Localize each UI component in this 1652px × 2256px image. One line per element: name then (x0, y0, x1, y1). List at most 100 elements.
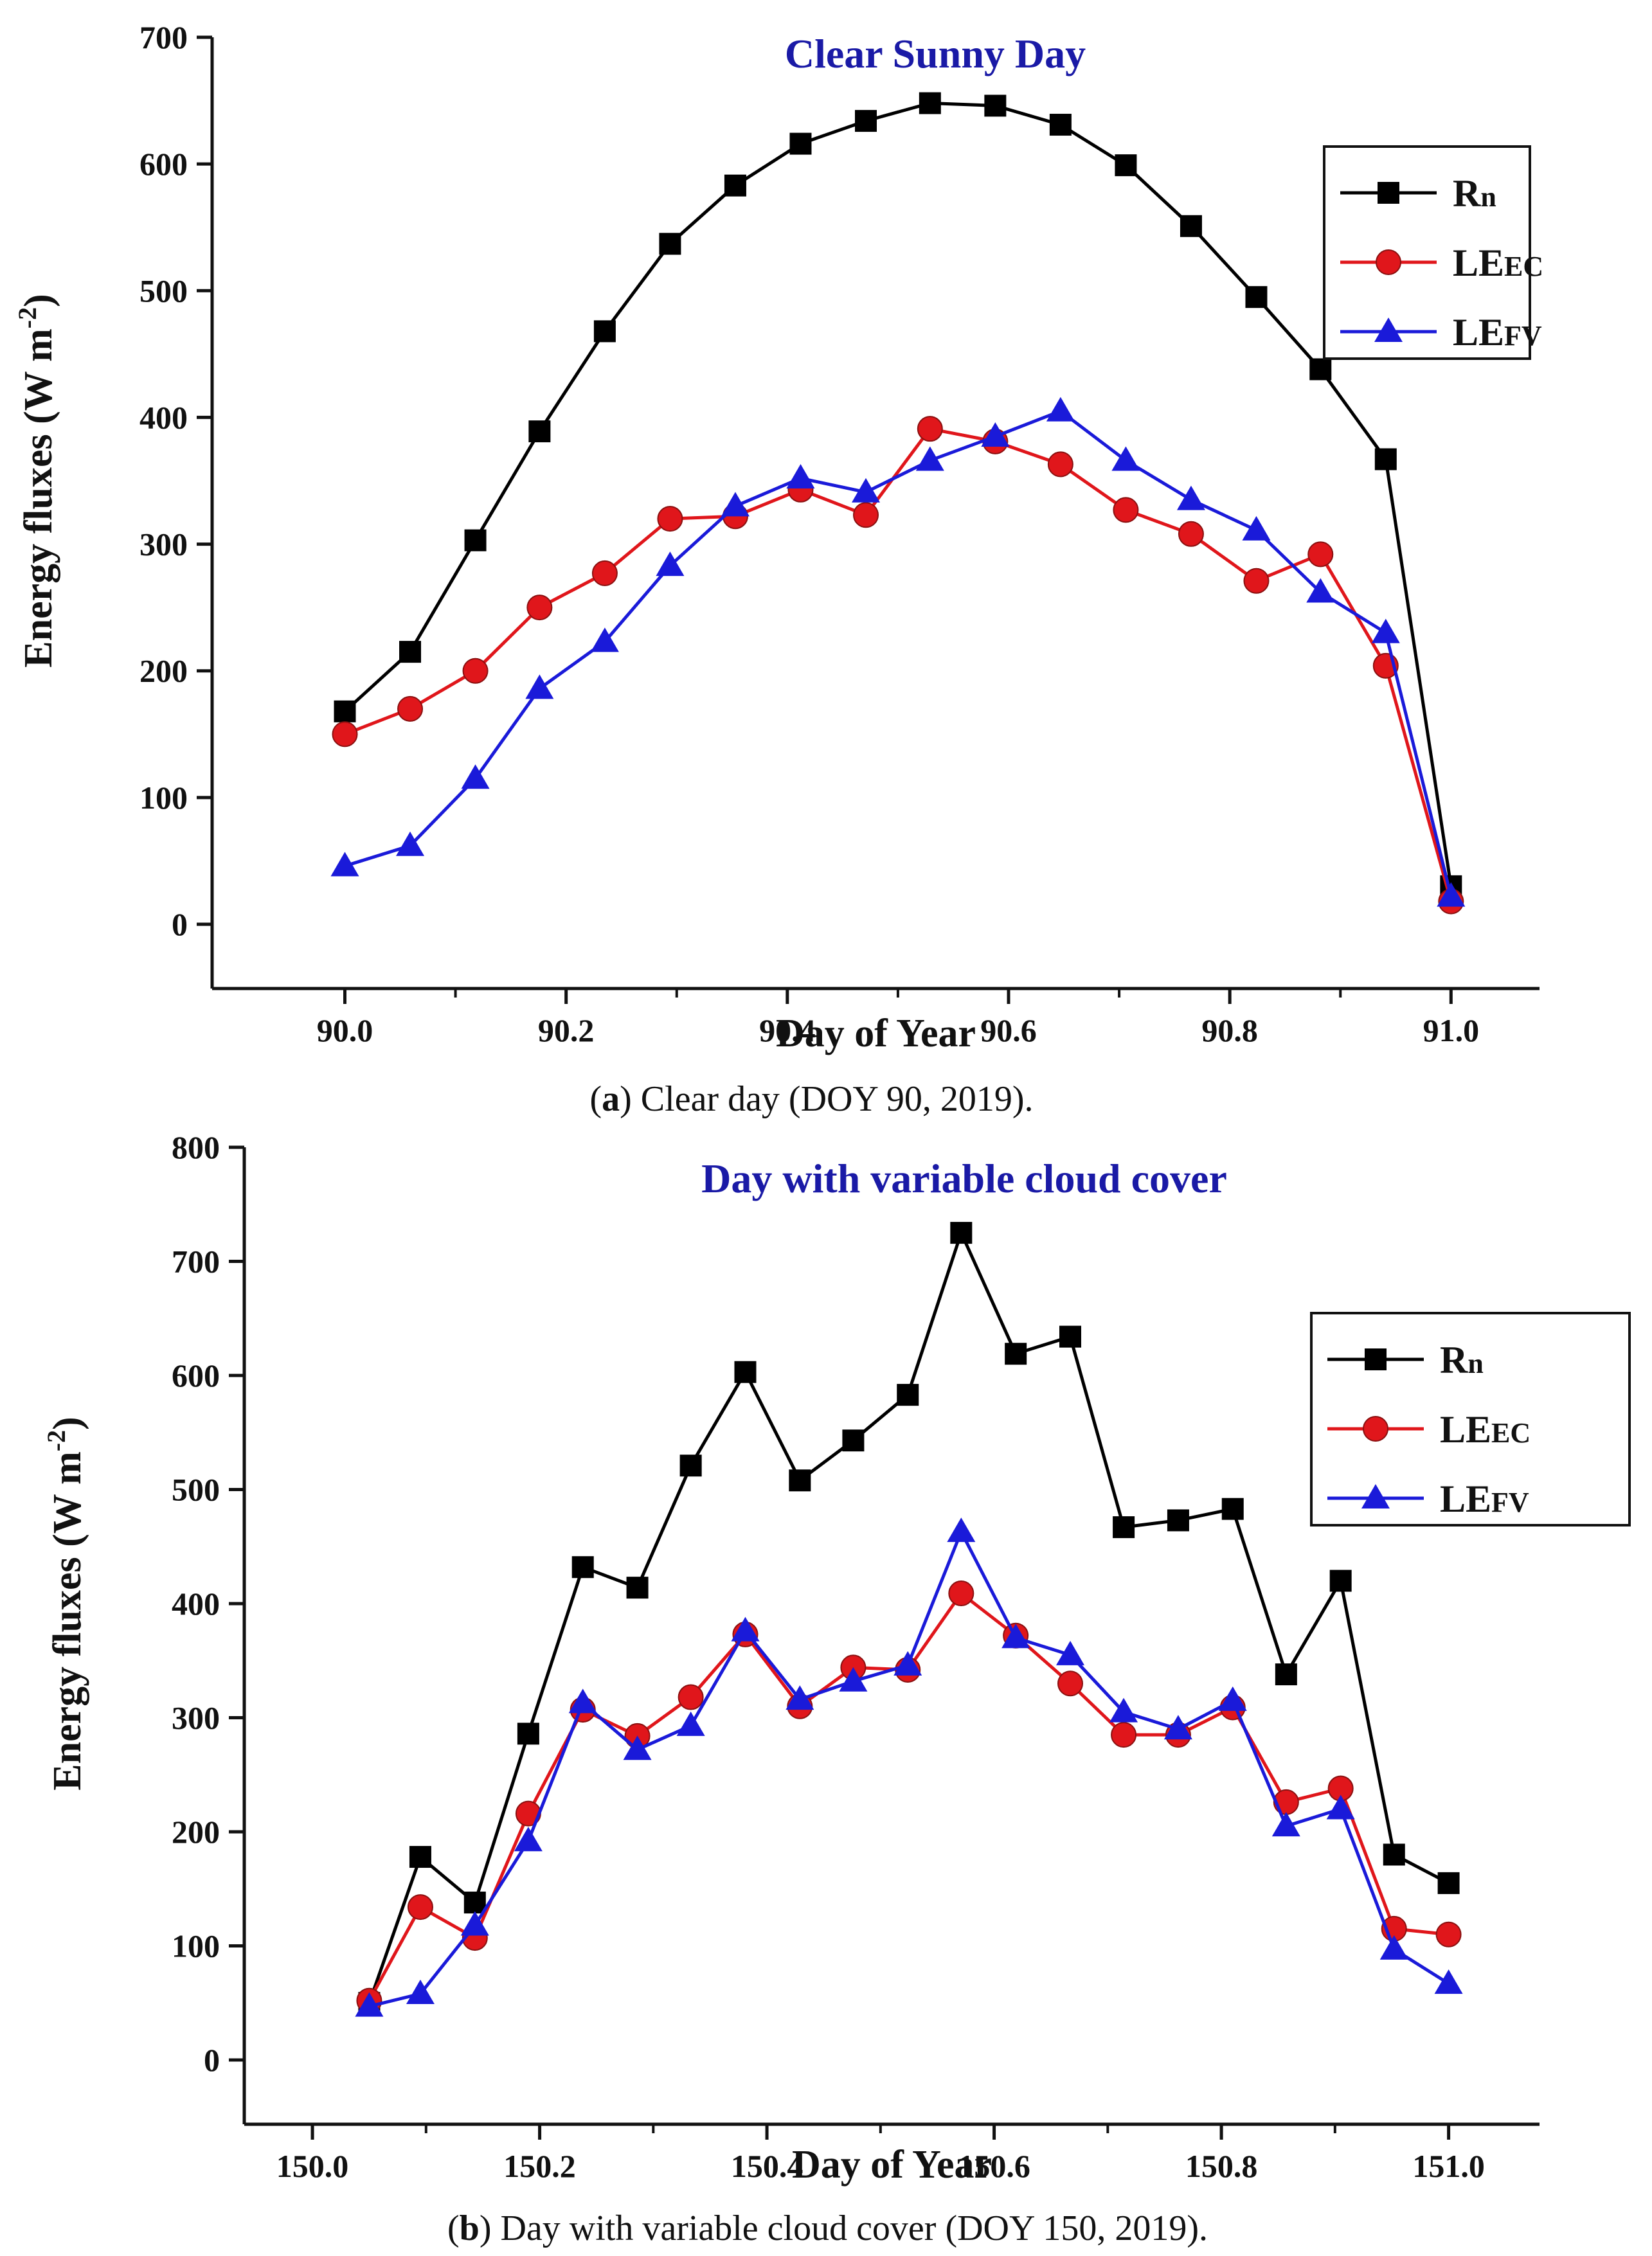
chartb-x-tick-label: 150.2 (503, 2148, 576, 2184)
charta-series-lefv-point (656, 551, 685, 577)
charta-series-rn-point (1245, 286, 1268, 309)
charta-series-rn-point (464, 529, 487, 551)
chartb-series-rn-point (789, 1469, 811, 1492)
charta-series-lefv-point (1306, 578, 1335, 603)
charta-series-lefv-point (1242, 515, 1271, 541)
charta-series-lefv-point (1437, 882, 1466, 907)
charta-series-lefv-point (786, 464, 815, 489)
chartb-x-axis-title: Day of Year (792, 2143, 992, 2187)
chartb-legend-item-lefv-label: LEFV (1440, 1478, 1529, 1520)
chartb-series-lefv-point (1434, 1969, 1463, 1994)
charta-series-leec-point (917, 416, 943, 442)
chartb-series-lefv-point (1109, 1697, 1138, 1723)
charta-x-axis-title: Day of Year (776, 1012, 976, 1055)
charta-series-rn-point (528, 420, 551, 443)
charta-y-tick-label: 300 (139, 526, 188, 562)
chartb-series-rn-point (679, 1455, 702, 1477)
chartb-series-lefv-line (368, 1530, 1450, 2009)
chartb-legend-item-rn-label: Rn (1440, 1339, 1484, 1381)
chartb-series-lefv-point (623, 1735, 652, 1760)
charta-y-axis-title: Energy fluxes (W m-2) (13, 294, 60, 668)
charta-y-tick-label: 100 (139, 780, 188, 816)
chartb-series-leec-point (407, 1894, 433, 1920)
charta-series-rn-point (1180, 215, 1202, 237)
charta-legend-item-leec-label-sub: EC (1504, 251, 1543, 282)
charta-series-lefv-point (590, 627, 619, 652)
chartb-series-lefv-point (406, 1980, 435, 2005)
chartb-caption: (b) Day with variable cloud cover (DOY 1… (447, 2208, 1208, 2248)
chartb-y-axis-title-close: ) (46, 1417, 89, 1430)
chartb-legend-item-rn-marker (1365, 1348, 1387, 1370)
chartb-y-tick-label: 800 (172, 1129, 220, 1165)
charta-series-leec-point (1047, 451, 1073, 478)
chartb-y-tick-label: 0 (204, 2042, 220, 2078)
chartb-x-tick-label: 150.0 (276, 2148, 349, 2184)
chartb-series-rn-point (1275, 1663, 1297, 1686)
charta-series-lefv-point (461, 764, 490, 789)
chartb-series-lefv-point (839, 1667, 868, 1692)
chartb-series-rn-point (1167, 1509, 1189, 1532)
charta-caption-prefix: ( (590, 1079, 602, 1119)
chartb-x-tick-label: 150.4 (731, 2148, 804, 2184)
charta-series-leec-point (1243, 568, 1270, 594)
charta-series-leec-point (332, 721, 358, 748)
chartb-series-rn-point (897, 1384, 919, 1406)
charta-legend-item-leec-label: LEEC (1453, 242, 1543, 284)
chartb-series-rn-point (842, 1429, 865, 1452)
charta-legend-item-rn-marker (1378, 182, 1399, 204)
charta-series-leec-point (1178, 521, 1204, 547)
charta-y-tick-label: 400 (139, 399, 188, 435)
chartb-legend-item-rn-label-main: R (1440, 1339, 1468, 1381)
charta-series-lefv-point (525, 674, 554, 699)
chartb-series-lefv-point (947, 1517, 976, 1543)
chartb-x-tick-label: 151.0 (1412, 2148, 1485, 2184)
charta-legend-item-lefv-label-sub: FV (1504, 320, 1542, 352)
charta-y-axis-title-sup: -2 (13, 307, 42, 328)
chartb-series-lefv-point (1326, 1795, 1355, 1820)
charta-series-lefv-line (344, 409, 1453, 897)
charta-legend-box (1323, 145, 1531, 360)
chartb-series-rn-point (1437, 1872, 1460, 1894)
chartb-series-leec-point (1111, 1722, 1137, 1748)
chartb-y-tick-label: 400 (172, 1586, 220, 1622)
chartb-legend-item-leec-label-main: LE (1440, 1408, 1491, 1451)
charta-series-lefv-point (981, 422, 1010, 447)
charta-legend-item-lefv-label-main: LE (1453, 311, 1504, 354)
chartb-series-rn-point (1005, 1343, 1027, 1365)
charta-y-tick-label: 0 (172, 906, 188, 942)
chartb-series-rn-point (517, 1723, 539, 1745)
chartb-x-tick-label: 150.8 (1185, 2148, 1258, 2184)
charta-legend: Rn LEEC LEFV (1323, 145, 1543, 360)
panel-a-clear-day: 0 100 200 300 400 500 600 700 90.0 90.2 90.4 90.6 90… (13, 19, 1543, 1119)
charta-series-rn-point (1049, 114, 1072, 136)
chartb-legend-item-lefv-label-sub: FV (1491, 1487, 1529, 1518)
chartb-series-rn-point (626, 1577, 649, 1599)
chartb-y-tick-label: 600 (172, 1357, 220, 1393)
chartb-series-leec-point (678, 1684, 704, 1710)
charta-y-tick-label: 700 (139, 19, 188, 55)
chartb-series-rn-point (1383, 1843, 1405, 1866)
chartb-y-axis-title-sup: -2 (42, 1430, 71, 1451)
charta-series-leec-point (397, 695, 424, 722)
charta-x-tick-label: 90.4 (759, 1012, 816, 1048)
chartb-y-tick-label: 200 (172, 1814, 220, 1850)
charta-series-lefv-point (330, 852, 359, 877)
charta-y-axis-title-close: ) (17, 294, 60, 307)
charta-series-lefv-point (1176, 485, 1205, 510)
chartb-legend-item-lefv-label-main: LE (1440, 1478, 1491, 1520)
charta-series-lefv-point (915, 446, 944, 471)
chartb-series-lefv-point (786, 1685, 814, 1710)
chartb-legend-box (1310, 1312, 1631, 1526)
chartb-series-rn-point (463, 1892, 486, 1914)
charta-y-tick-label: 500 (139, 273, 188, 309)
chartb-caption-text: ) Day with variable cloud cover (DOY 150… (480, 2208, 1208, 2248)
charta-series-rn-point (919, 92, 941, 114)
charta-series-leec-point (657, 506, 683, 532)
charta-series-leec-point (591, 560, 618, 586)
charta-legend-item-leec-marker (1376, 249, 1401, 275)
charta-x-tick-label: 90.8 (1201, 1012, 1258, 1048)
charta-series-leec-point (526, 595, 553, 621)
chartb-series-lefv-point (893, 1651, 922, 1676)
charta-legend-item-rn-label: Rn (1453, 172, 1496, 215)
